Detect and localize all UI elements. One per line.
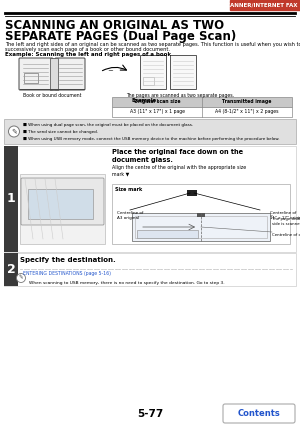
Circle shape — [16, 273, 26, 282]
FancyBboxPatch shape — [55, 58, 85, 90]
Text: SEPARATE PAGES (Dual Page Scan): SEPARATE PAGES (Dual Page Scan) — [5, 30, 236, 43]
Text: ■ When using USB memory mode, connect the USB memory device to the machine befor: ■ When using USB memory mode, connect th… — [23, 137, 280, 141]
Bar — [187, 190, 197, 196]
Text: Original scan size: Original scan size — [134, 100, 180, 104]
Text: ~: ~ — [107, 68, 113, 74]
Bar — [143, 77, 154, 85]
Text: Transmitted image: Transmitted image — [222, 100, 272, 104]
Circle shape — [8, 126, 20, 137]
Text: The page on this
side is scanned first.: The page on this side is scanned first. — [272, 217, 300, 226]
Bar — [112, 107, 292, 117]
Text: Centreline of
A3 original: Centreline of A3 original — [117, 211, 143, 220]
Text: SCANNING AN ORIGINAL AS TWO: SCANNING AN ORIGINAL AS TWO — [5, 19, 224, 32]
Text: ENTERING DESTINATIONS (page 5-16): ENTERING DESTINATIONS (page 5-16) — [23, 271, 111, 276]
Text: document glass.: document glass. — [112, 157, 173, 163]
Text: SCANNER/INTERNET FAX: SCANNER/INTERNET FAX — [221, 3, 297, 8]
Bar — [140, 55, 166, 89]
Bar — [4, 146, 296, 252]
Bar — [50, 58, 58, 90]
Text: Contents: Contents — [238, 410, 280, 418]
Bar — [20, 174, 105, 244]
Text: Place the original face down on the: Place the original face down on the — [112, 149, 243, 155]
Bar — [230, 0, 300, 10]
FancyBboxPatch shape — [223, 404, 295, 423]
Bar — [112, 184, 290, 244]
Bar — [4, 146, 18, 252]
Text: 5-77: 5-77 — [137, 409, 163, 419]
Text: A4 (8-1/2" x 11") x 2 pages: A4 (8-1/2" x 11") x 2 pages — [215, 109, 279, 114]
Bar — [112, 97, 292, 107]
Bar — [170, 55, 196, 89]
Bar — [132, 213, 270, 241]
Bar — [28, 189, 93, 219]
FancyBboxPatch shape — [21, 178, 104, 225]
Text: The left and right sides of an original can be scanned as two separate pages. Th: The left and right sides of an original … — [5, 42, 300, 47]
Text: When scanning to USB memory, there is no need to specify the destination. Go to : When scanning to USB memory, there is no… — [29, 281, 225, 285]
Text: Align the centre of the original with the appropriate size: Align the centre of the original with th… — [112, 165, 246, 170]
Text: ✎: ✎ — [19, 276, 23, 281]
Bar — [4, 119, 296, 144]
Text: Example:: Example: — [132, 98, 159, 103]
Text: A3 (11" x 17") x 1 page: A3 (11" x 17") x 1 page — [130, 109, 184, 114]
Text: Centreline of original: Centreline of original — [272, 233, 300, 237]
Bar — [24, 73, 38, 83]
Text: mark ▼: mark ▼ — [112, 171, 129, 176]
Text: Centreline of
11" x 17" original: Centreline of 11" x 17" original — [270, 211, 300, 220]
Text: 1: 1 — [7, 192, 15, 206]
Text: ■ When using dual page scan, the original must be placed on the document glass.: ■ When using dual page scan, the origina… — [23, 123, 193, 127]
Text: The pages are scanned as two separate pages.: The pages are scanned as two separate pa… — [126, 93, 234, 98]
Text: Book or bound document: Book or bound document — [23, 93, 81, 98]
Text: successively scan each page of a book or other bound document.: successively scan each page of a book or… — [5, 47, 170, 52]
Text: ■ The send size cannot be changed.: ■ The send size cannot be changed. — [23, 130, 98, 134]
Text: Example: Scanning the left and right pages of a book: Example: Scanning the left and right pag… — [5, 52, 171, 57]
Text: Size mark: Size mark — [115, 187, 142, 192]
FancyBboxPatch shape — [19, 58, 53, 90]
Bar — [4, 253, 18, 286]
Text: 2: 2 — [7, 263, 15, 276]
Text: ✎: ✎ — [11, 128, 17, 134]
Bar — [4, 253, 296, 286]
Bar — [135, 216, 267, 238]
Text: Specify the destination.: Specify the destination. — [20, 257, 116, 263]
Bar — [137, 230, 198, 238]
Bar — [197, 213, 205, 217]
